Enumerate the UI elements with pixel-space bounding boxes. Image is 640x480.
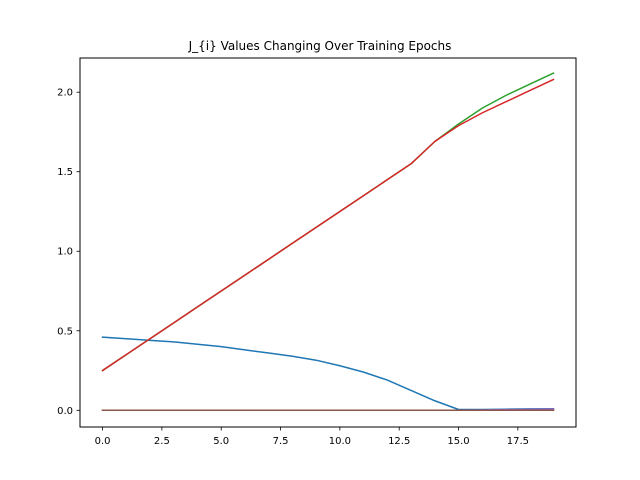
x-tick-label: 2.5 (154, 436, 170, 447)
plot-frame (79, 57, 577, 428)
y-tick-label: 0.0 (57, 406, 73, 417)
y-tick-label: 1.5 (57, 167, 73, 178)
x-tick-label: 12.5 (388, 436, 410, 447)
x-tick-label: 7.5 (273, 436, 289, 447)
x-tick-label: 5.0 (213, 436, 229, 447)
x-tick-label: 10.0 (329, 436, 351, 447)
x-tick-label: 0.0 (95, 436, 111, 447)
chart-title: J_{i} Values Changing Over Training Epoc… (188, 39, 452, 53)
x-tick-label: 15.0 (447, 436, 469, 447)
y-tick-label: 1.0 (57, 247, 73, 258)
y-tick-label: 0.5 (57, 326, 73, 337)
x-tick-label: 17.5 (507, 436, 529, 447)
y-tick-label: 2.0 (57, 88, 73, 99)
x-axis: 0.0 2.5 5.0 7.5 10.0 12.5 15.0 17.5 (95, 427, 529, 447)
series-layer (101, 72, 555, 412)
series-line-1 (101, 336, 555, 411)
series-line-5 (101, 78, 555, 372)
y-axis: 0.0 0.5 1.0 1.5 2.0 (57, 88, 80, 417)
